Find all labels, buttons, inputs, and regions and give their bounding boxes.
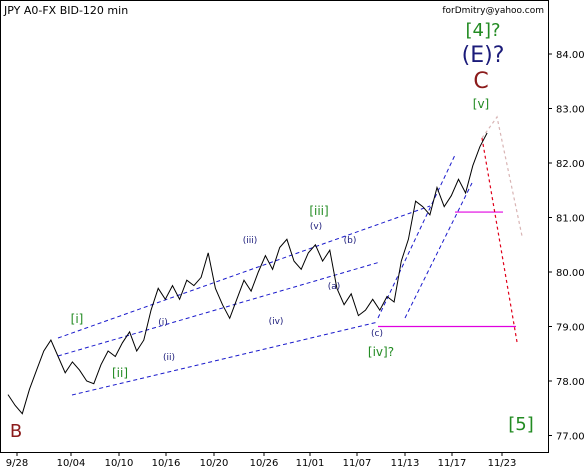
x-tick-label: 11/23 [488,458,517,469]
y-tick-label: 79.00 [556,323,585,334]
y-tick-label: 84.00 [556,50,585,61]
plot-frame [0,0,549,453]
wave-label: [v] [473,97,489,111]
trend-channels [57,154,473,396]
wave-labels: [4]?(E)?C [v] [iii] [i] [ii] [iv]? [5] B (iii) (v… [10,20,534,442]
wave-label: (a) [328,282,341,292]
price-series [7,132,488,415]
x-tick-label: 10/04 [57,458,86,469]
wave-label: (iv) [269,317,284,327]
x-tick-label: 10/10 [105,458,134,469]
y-axis: 77.00 78.00 79.00 80.00 81.00 82.00 83.00 84.00 [548,50,585,443]
x-tick-label: 11/17 [438,458,467,469]
wave-label: (E)? [462,43,505,68]
x-tick-label: 11/07 [343,458,372,469]
horizontal-levels [378,211,516,328]
wave-label: [4]? [465,20,500,41]
forecast-main-line [481,137,518,343]
channel-line [71,321,379,396]
y-tick-label: 80.00 [556,268,585,279]
wave-label: (iii) [243,236,258,246]
wave-label: [iii] [309,204,328,218]
wave-label: (i) [158,318,168,328]
wave-label: [ii] [112,366,128,380]
channel-line [57,205,431,339]
channel-line [377,154,456,319]
x-tick-label: 10/16 [152,458,181,469]
y-tick-label: 77.00 [556,432,585,443]
chart-title: JPY A0-FX BID-120 min [3,4,128,17]
y-tick-label: 81.00 [556,214,585,225]
wave-label: [5] [508,414,534,435]
wave-label: [i] [71,312,84,326]
wave-label: (c) [371,329,383,339]
wave-label: B [10,421,22,442]
forecast-alt-line [481,115,523,237]
y-tick-label: 83.00 [556,105,585,116]
x-axis: 9/28 10/04 10/10 10/16 10/20 10/26 11/01 11/07 1… [6,452,517,469]
wave-label: (b) [344,236,357,246]
wave-label: C [473,69,488,94]
wave-label: (v) [310,222,322,232]
x-tick-label: 10/20 [200,458,229,469]
forecast-lines [481,115,523,343]
x-tick-label: 11/13 [391,458,420,469]
watermark: forDmitry@yahoo.com [442,6,544,16]
x-tick-label: 9/28 [6,458,28,469]
y-tick-label: 82.00 [556,159,585,170]
x-tick-label: 11/01 [296,458,325,469]
price-line [7,132,488,415]
x-tick-label: 10/26 [250,458,279,469]
wave-label: (ii) [163,353,175,363]
wave-label: [iv]? [368,345,394,359]
y-tick-label: 78.00 [556,377,585,388]
